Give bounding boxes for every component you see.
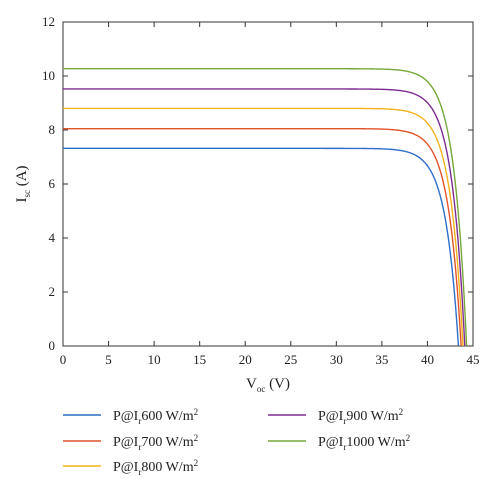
x-tick-label: 40 (421, 352, 434, 367)
legend-label: P@Ir600 W/m2 (113, 407, 198, 426)
legend-label: P@Ir1000 W/m2 (318, 433, 410, 452)
y-tick-label: 4 (49, 230, 56, 245)
plot-border (62, 21, 474, 347)
x-tick-label: 35 (375, 352, 388, 367)
series-line (63, 88, 466, 347)
y-tick-label: 10 (42, 68, 55, 83)
x-tick-label: 10 (148, 352, 161, 367)
plot-frame (62, 21, 474, 347)
legend-label: P@Ir800 W/m2 (113, 458, 198, 477)
legend-item: P@Ir800 W/m2 (63, 458, 198, 477)
legend-item: P@Ir600 W/m2 (63, 407, 198, 426)
y-tick-label: 0 (49, 338, 56, 353)
legend-label: P@Ir700 W/m2 (113, 433, 198, 452)
legend-item: P@Ir1000 W/m2 (268, 433, 410, 452)
y-tick-label: 12 (42, 14, 55, 29)
series-line (63, 107, 464, 347)
x-tick-label: 25 (284, 352, 297, 367)
x-tick-label: 20 (239, 352, 252, 367)
y-axis-label: Isc (A) (14, 165, 32, 202)
series-line (63, 68, 468, 347)
x-tick-label: 5 (105, 352, 112, 367)
series-line (63, 127, 462, 347)
y-tick-label: 6 (49, 176, 56, 191)
legend: P@Ir600 W/m2 P@Ir700 W/m2 P@Ir800 W/m2 P@Ir… (63, 407, 410, 477)
curves (63, 68, 468, 347)
y-tick-label: 8 (49, 122, 56, 137)
x-tick-label: 45 (467, 352, 480, 367)
y-tick-label: 2 (49, 284, 56, 299)
x-tick-label: 0 (60, 352, 67, 367)
legend-item: P@Ir900 W/m2 (268, 407, 403, 426)
x-axis-ticks: 0 5 10 15 20 25 30 35 40 45 (60, 22, 480, 367)
x-tick-label: 15 (193, 352, 206, 367)
x-axis-label: Voc (V) (246, 376, 290, 394)
legend-label: P@Ir900 W/m2 (318, 407, 403, 426)
legend-item: P@Ir700 W/m2 (63, 433, 198, 452)
x-tick-label: 30 (330, 352, 343, 367)
series-line (63, 147, 460, 347)
y-axis-ticks: 0 2 4 6 8 10 12 (42, 14, 473, 353)
